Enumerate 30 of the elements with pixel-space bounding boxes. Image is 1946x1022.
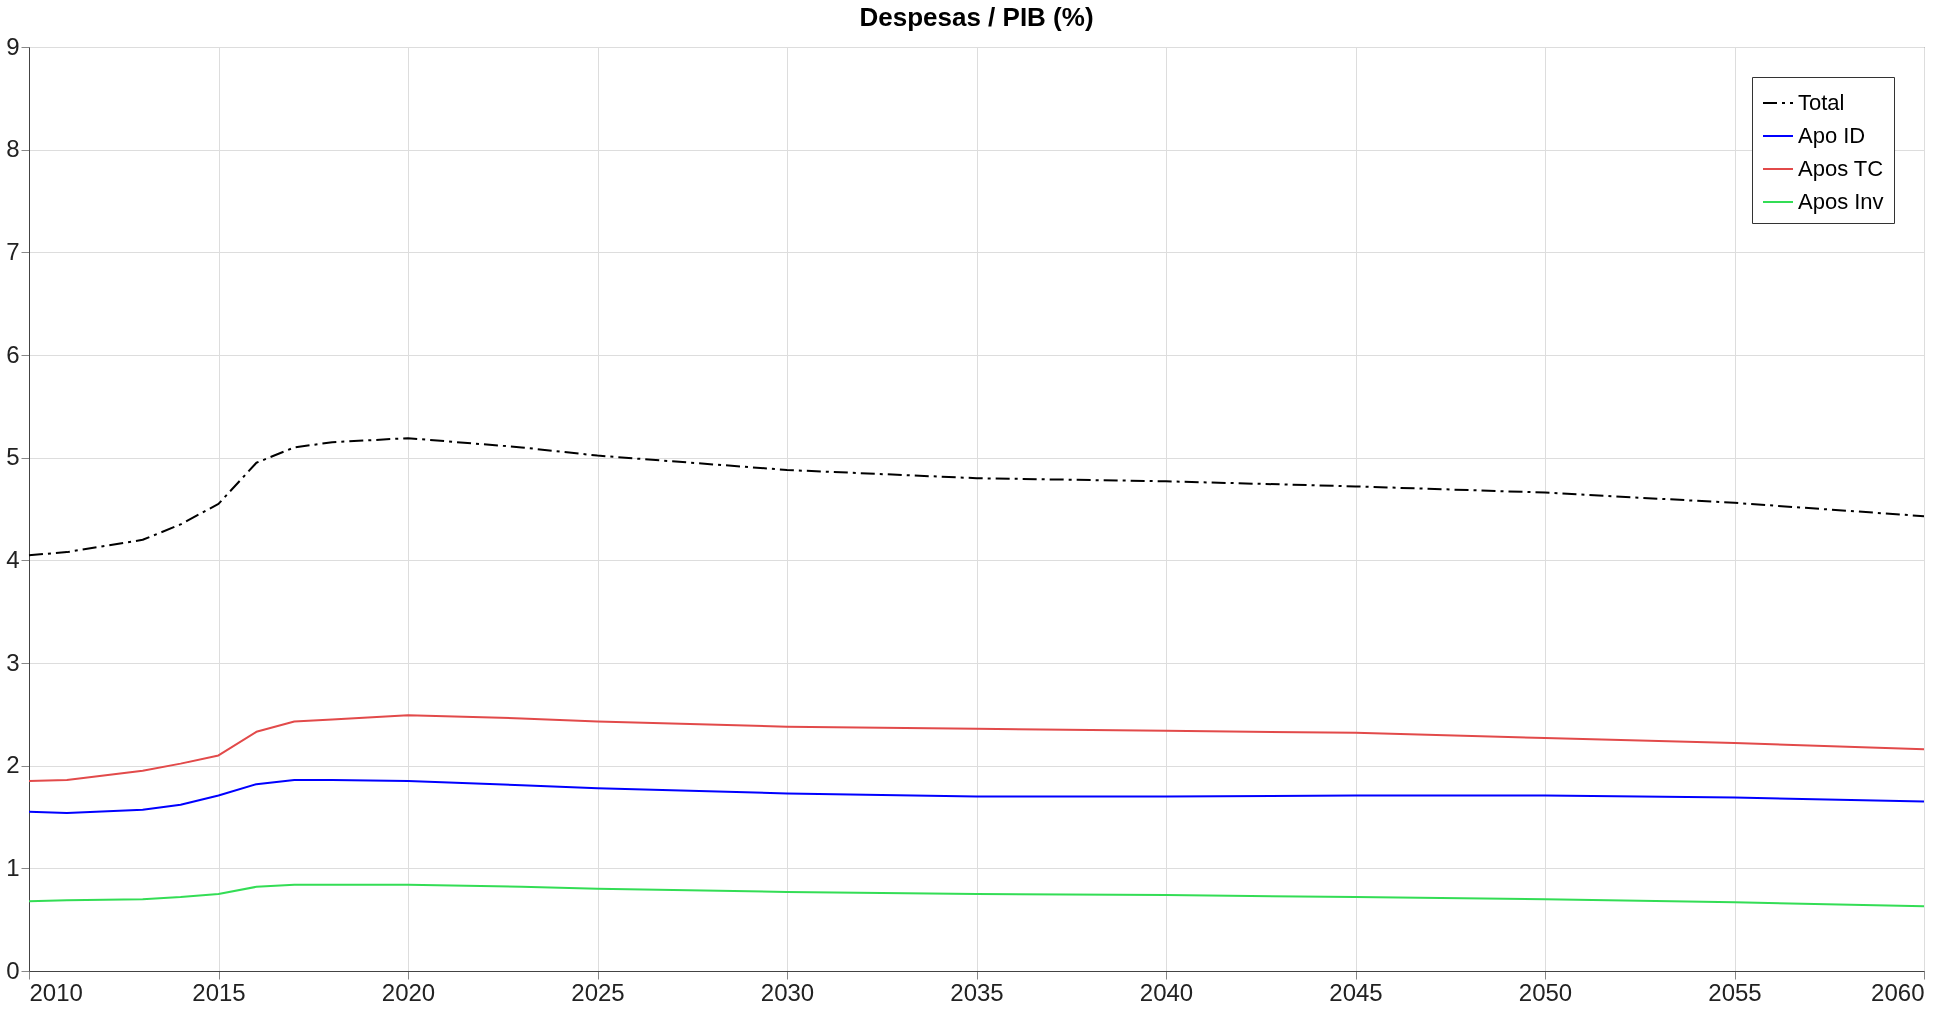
x-tick-label: 2055: [1708, 978, 1762, 1006]
legend-label: Apo ID: [1798, 123, 1866, 148]
line-series: [28, 437, 1925, 557]
x-tick-label: 2040: [1139, 978, 1194, 1006]
y-tick-label: 2: [6, 751, 20, 779]
x-tick-label: 2035: [950, 978, 1004, 1006]
x-tick-label: 2060: [1871, 978, 1925, 1006]
legend-label: Apos Inv: [1798, 189, 1884, 214]
line-series: [28, 883, 1925, 908]
line-series: [28, 714, 1925, 783]
y-tick-label: 4: [6, 545, 20, 573]
y-tick-label: 7: [6, 237, 20, 265]
legend-label: Total: [1798, 90, 1845, 115]
y-tick-label: 0: [6, 956, 20, 984]
x-tick-label: 2045: [1329, 978, 1383, 1006]
y-tick-label: 1: [6, 853, 20, 881]
x-tick-label: 2010: [29, 978, 83, 1006]
line-series: [28, 779, 1925, 814]
x-tick-label: 2015: [192, 978, 246, 1006]
x-tick-label: 2030: [760, 978, 815, 1006]
y-tick-label: 3: [6, 648, 20, 676]
y-tick-label: 9: [6, 32, 20, 60]
x-tick-label: 2025: [571, 978, 625, 1006]
x-tick-label: 2020: [381, 978, 436, 1006]
x-tick-label: 2050: [1518, 978, 1573, 1006]
chart-title: Despesas / PIB (%): [859, 2, 1094, 32]
y-tick-label: 8: [6, 135, 20, 163]
y-tick-label: 5: [6, 443, 20, 471]
y-tick-label: 6: [6, 340, 20, 368]
legend-label: Apos TC: [1798, 156, 1884, 181]
